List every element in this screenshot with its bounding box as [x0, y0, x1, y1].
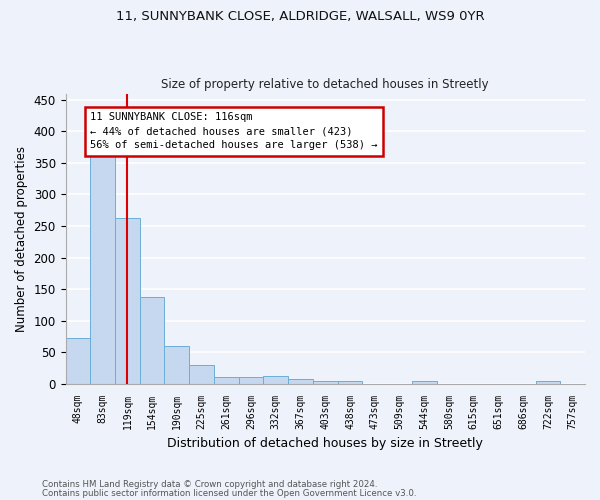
Bar	[140, 298, 164, 384]
X-axis label: Distribution of detached houses by size in Streetly: Distribution of detached houses by size …	[167, 437, 483, 450]
Bar	[90, 142, 115, 384]
Bar	[115, 218, 140, 384]
Bar	[288, 380, 313, 384]
Bar	[313, 381, 338, 384]
Text: Contains public sector information licensed under the Open Government Licence v3: Contains public sector information licen…	[42, 488, 416, 498]
Text: 11 SUNNYBANK CLOSE: 116sqm
← 44% of detached houses are smaller (423)
56% of sem: 11 SUNNYBANK CLOSE: 116sqm ← 44% of deta…	[90, 112, 378, 150]
Text: Contains HM Land Registry data © Crown copyright and database right 2024.: Contains HM Land Registry data © Crown c…	[42, 480, 377, 489]
Bar	[65, 338, 90, 384]
Title: Size of property relative to detached houses in Streetly: Size of property relative to detached ho…	[161, 78, 489, 91]
Y-axis label: Number of detached properties: Number of detached properties	[15, 146, 28, 332]
Bar	[239, 377, 263, 384]
Bar	[536, 381, 560, 384]
Bar	[189, 365, 214, 384]
Text: 11, SUNNYBANK CLOSE, ALDRIDGE, WALSALL, WS9 0YR: 11, SUNNYBANK CLOSE, ALDRIDGE, WALSALL, …	[116, 10, 484, 23]
Bar	[338, 380, 362, 384]
Bar	[214, 377, 239, 384]
Bar	[164, 346, 189, 384]
Bar	[263, 376, 288, 384]
Bar	[412, 381, 437, 384]
